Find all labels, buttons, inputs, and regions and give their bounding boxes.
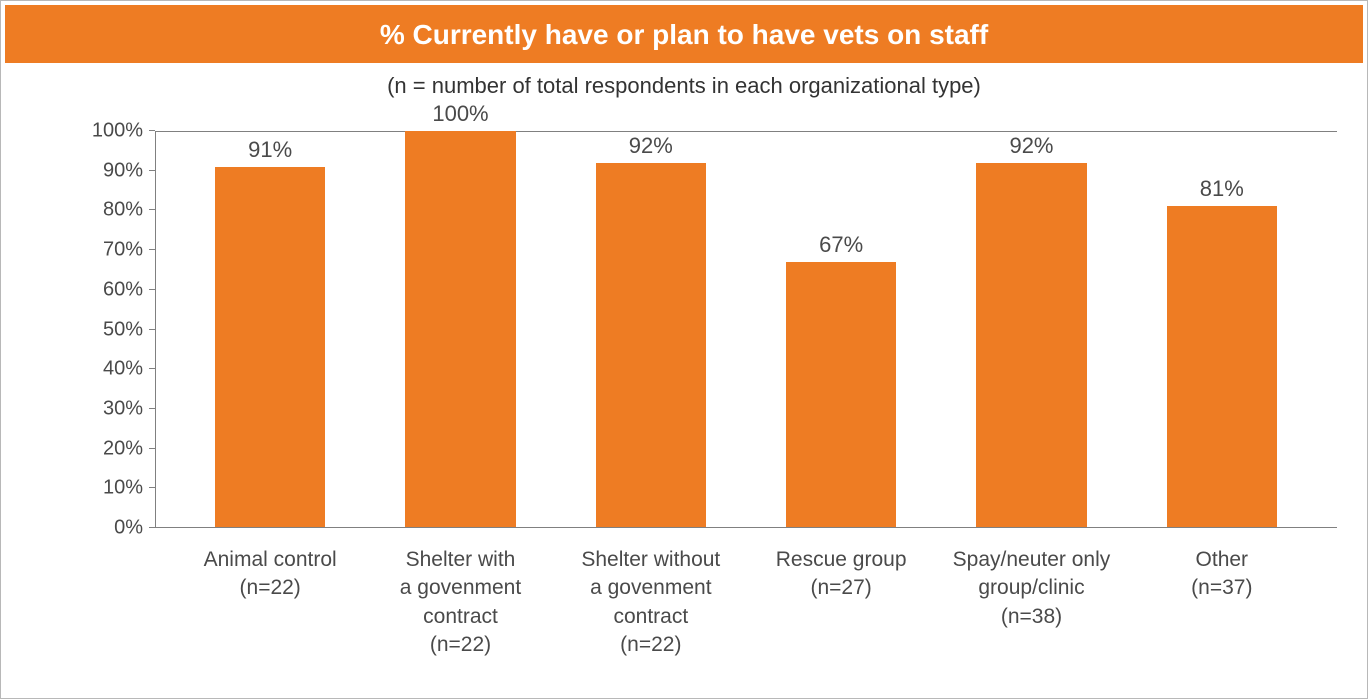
bar-value-label: 81% bbox=[1127, 176, 1317, 202]
bar-slot: 100% bbox=[365, 131, 555, 528]
y-tick-label: 10% bbox=[103, 477, 143, 500]
bar-slot: 92% bbox=[936, 131, 1126, 528]
bar bbox=[1167, 206, 1277, 528]
chart-inner: 91%100%92%67%92%81% bbox=[155, 131, 1337, 528]
chart-title: % Currently have or plan to have vets on… bbox=[5, 5, 1363, 63]
x-axis-category-label: Shelter withouta govenmentcontract(n=22) bbox=[556, 540, 746, 680]
bar bbox=[596, 163, 706, 528]
bar bbox=[215, 167, 325, 528]
y-tick-label: 60% bbox=[103, 278, 143, 301]
bar-value-label: 91% bbox=[175, 137, 365, 163]
y-tick-label: 40% bbox=[103, 358, 143, 381]
y-tick-label: 90% bbox=[103, 159, 143, 182]
chart-container: % Currently have or plan to have vets on… bbox=[0, 0, 1368, 699]
y-tick-label: 20% bbox=[103, 437, 143, 460]
x-axis-category-label: Spay/neuter onlygroup/clinic(n=38) bbox=[936, 540, 1126, 680]
y-tick-label: 50% bbox=[103, 318, 143, 341]
y-tick-label: 80% bbox=[103, 199, 143, 222]
y-tick-label: 0% bbox=[114, 517, 143, 540]
x-axis-category-label: Animal control(n=22) bbox=[175, 540, 365, 680]
y-tick-label: 100% bbox=[92, 120, 143, 143]
y-axis: 0%10%20%30%40%50%60%70%80%90%100% bbox=[91, 131, 151, 528]
bar bbox=[976, 163, 1086, 528]
x-axis-labels: Animal control(n=22)Shelter witha govenm… bbox=[155, 540, 1337, 680]
x-axis-category-label: Shelter witha govenmentcontract(n=22) bbox=[365, 540, 555, 680]
bar-value-label: 100% bbox=[365, 101, 555, 127]
bar-value-label: 67% bbox=[746, 232, 936, 258]
bar-slot: 67% bbox=[746, 131, 936, 528]
bar bbox=[786, 262, 896, 528]
chart-subtitle: (n = number of total respondents in each… bbox=[1, 73, 1367, 99]
bar bbox=[405, 131, 515, 528]
bars-group: 91%100%92%67%92%81% bbox=[155, 131, 1337, 528]
bar-slot: 91% bbox=[175, 131, 365, 528]
bar-slot: 92% bbox=[556, 131, 746, 528]
x-axis-category-label: Other(n=37) bbox=[1127, 540, 1317, 680]
x-axis-category-label: Rescue group(n=27) bbox=[746, 540, 936, 680]
bar-slot: 81% bbox=[1127, 131, 1317, 528]
plot-area: 0%10%20%30%40%50%60%70%80%90%100% 91%100… bbox=[91, 131, 1337, 528]
y-tick-label: 30% bbox=[103, 397, 143, 420]
x-axis-line bbox=[155, 527, 1337, 528]
y-tick-label: 70% bbox=[103, 239, 143, 262]
bar-value-label: 92% bbox=[936, 133, 1126, 159]
bar-value-label: 92% bbox=[556, 133, 746, 159]
